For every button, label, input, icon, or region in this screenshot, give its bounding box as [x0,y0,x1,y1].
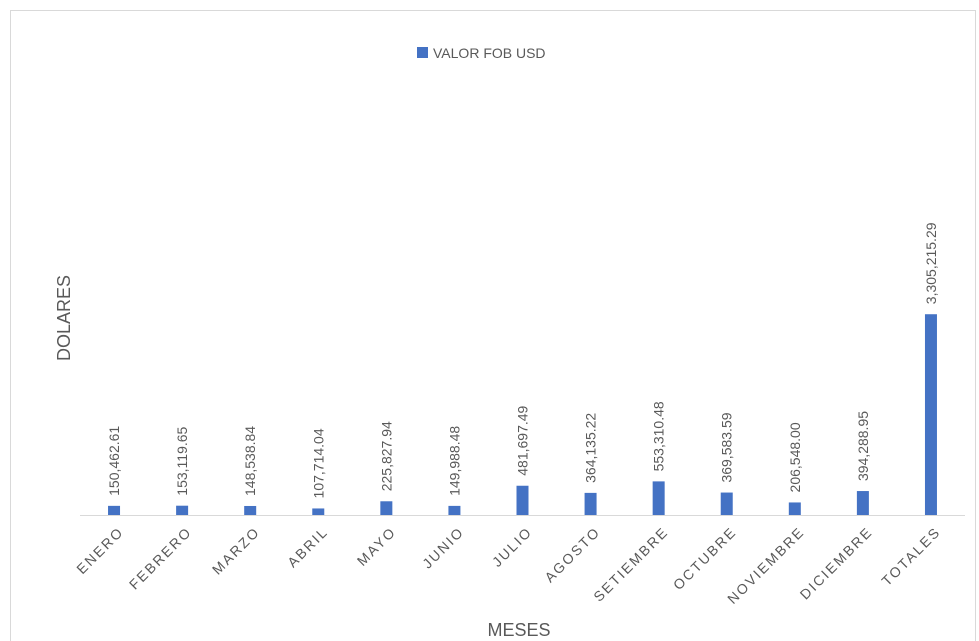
bar [584,492,597,515]
chart-frame [10,10,976,641]
data-label: 150,462.61 [106,426,122,496]
bar [108,505,121,515]
bar [244,505,257,515]
data-label: 369,583.59 [719,412,735,482]
bar [176,505,189,515]
data-label: 225,827.94 [378,421,394,491]
bar [788,502,801,515]
data-label: 481,697.49 [515,405,531,475]
bar [924,314,937,515]
data-label: 206,548.00 [787,422,803,492]
bar [516,485,529,515]
legend-label: VALOR FOB USD [433,45,546,61]
data-label: 148,538.84 [242,426,258,496]
bar [448,505,461,515]
legend-swatch [417,47,428,58]
y-axis-title: DOLARES [54,275,74,361]
bar [380,501,393,515]
data-label: 107,714.04 [310,428,326,498]
data-label: 553,310.48 [651,401,667,471]
bar [856,491,869,515]
bar [312,508,325,515]
bar [652,481,665,515]
data-label: 394,288.95 [855,411,871,481]
x-axis-title: MESES [487,620,550,640]
data-label: 149,988.48 [446,426,462,496]
bar [720,492,733,515]
data-label: 153,119.65 [174,426,190,495]
data-label: 3,305,215.29 [923,222,939,304]
data-label: 364,135.22 [583,413,599,483]
